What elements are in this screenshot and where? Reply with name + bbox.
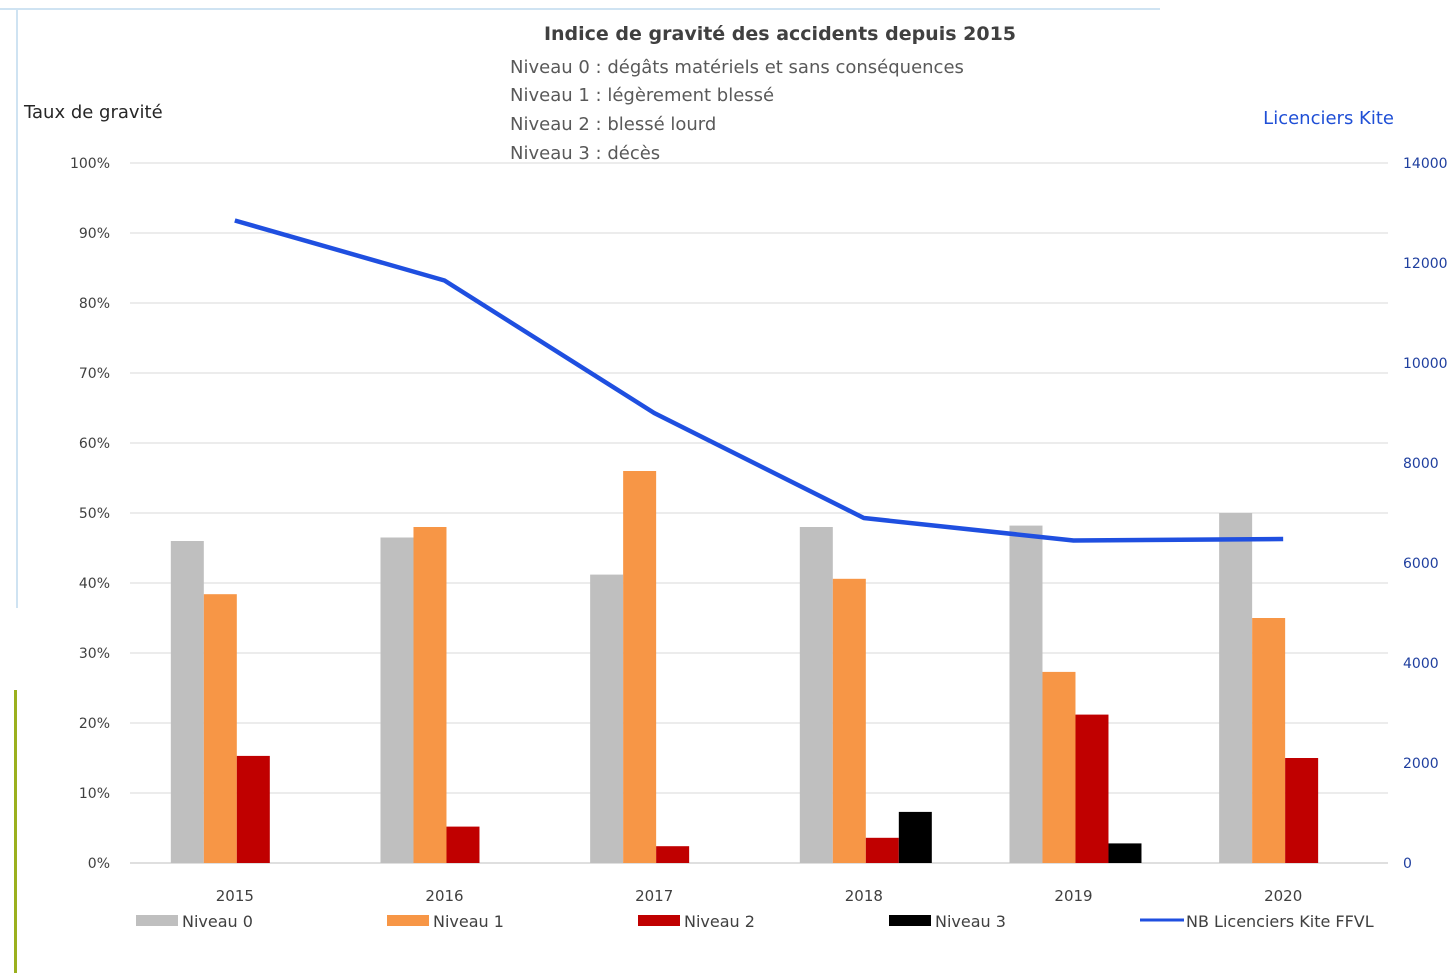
y-axis-title: Taux de gravité	[23, 102, 163, 123]
y-tick-label: 10%	[79, 786, 110, 802]
y-tick-label: 90%	[79, 226, 110, 242]
y-tick-label: 100%	[70, 156, 110, 172]
y-tick-label: 50%	[79, 506, 110, 522]
bar-niveau-1	[203, 594, 237, 863]
gridlines	[130, 162, 1388, 864]
y-tick-label: 20%	[79, 716, 110, 732]
legend-label: NB Licenciers Kite FFVL	[1186, 912, 1374, 931]
legend-swatch	[136, 915, 178, 926]
y2-tick-label: 2000	[1403, 756, 1439, 772]
chart-title: Indice de gravité des accidents depuis 2…	[544, 23, 1016, 45]
legend-item: Niveau 1	[387, 912, 504, 931]
x-tick-label: 2020	[1264, 887, 1302, 905]
y-axis-ticks: 100% 90% 80% 70% 60% 50% 40% 30% 20% 10% 0%	[70, 156, 110, 872]
legend-item: NB Licenciers Kite FFVL	[1140, 912, 1374, 931]
y2-tick-label: 4000	[1403, 656, 1439, 672]
bar-niveau-0	[170, 541, 204, 863]
bar-niveau-2	[236, 755, 270, 863]
legend-label: Niveau 2	[684, 912, 755, 931]
y-tick-label: 70%	[79, 366, 110, 382]
frame-left-border	[16, 8, 18, 608]
y-tick-label: 60%	[79, 436, 110, 452]
subtitle-line-1: Niveau 1 : légèrement blessé	[510, 85, 774, 106]
x-tick-label: 2017	[635, 887, 673, 905]
y2-tick-label: 8000	[1403, 456, 1439, 472]
bars	[170, 471, 1319, 863]
bar-niveau-1	[623, 471, 657, 863]
frame-top-border	[0, 8, 1160, 10]
y-tick-label: 0%	[88, 856, 110, 872]
legend-swatch	[638, 915, 680, 926]
bar-niveau-1	[1252, 618, 1286, 863]
bar-niveau-0	[1219, 513, 1253, 863]
legend-item: Niveau 3	[889, 912, 1006, 931]
bar-niveau-2	[1285, 758, 1319, 863]
licenciers-line	[234, 218, 1284, 543]
bar-niveau-1	[832, 578, 866, 863]
x-axis-ticks: 2015 2016 2017 2018 2019 2020	[216, 887, 1303, 905]
y2-axis-title: Licenciers Kite	[1263, 108, 1394, 129]
legend-item: Niveau 2	[638, 912, 755, 931]
legend-swatch	[889, 915, 931, 926]
legend-label: Niveau 1	[433, 912, 504, 931]
y2-tick-label: 12000	[1403, 256, 1448, 272]
y-tick-label: 40%	[79, 576, 110, 592]
y2-tick-label: 0	[1403, 856, 1412, 872]
bar-niveau-0	[590, 574, 624, 863]
line-series	[234, 218, 1284, 543]
bar-niveau-0	[380, 537, 414, 863]
x-tick-label: 2018	[845, 887, 883, 905]
bar-niveau-2	[446, 826, 480, 863]
y2-axis-ticks: 14000 12000 10000 8000 6000 4000 2000 0	[1403, 156, 1448, 872]
x-tick-label: 2015	[216, 887, 254, 905]
y2-tick-label: 6000	[1403, 556, 1439, 572]
subtitle-line-2: Niveau 2 : blessé lourd	[510, 114, 716, 135]
x-tick-label: 2016	[425, 887, 463, 905]
y2-tick-label: 10000	[1403, 356, 1448, 372]
bar-niveau-2	[656, 846, 690, 863]
y-tick-label: 30%	[79, 646, 110, 662]
bar-niveau-2	[1075, 714, 1109, 863]
legend: Niveau 0 Niveau 1 Niveau 2 Niveau 3 NB Licen…	[136, 912, 1374, 931]
y-tick-label: 80%	[79, 296, 110, 312]
subtitle-line-3: Niveau 3 : décès	[510, 143, 660, 164]
accent-bar	[14, 690, 17, 973]
bar-niveau-1	[413, 527, 447, 863]
x-tick-label: 2019	[1054, 887, 1092, 905]
bar-niveau-0	[799, 527, 833, 863]
bar-niveau-1	[1042, 671, 1076, 863]
bar-niveau-3	[898, 811, 932, 863]
subtitle-line-0: Niveau 0 : dégâts matériels et sans cons…	[510, 57, 964, 78]
legend-swatch	[387, 915, 429, 926]
legend-label: Niveau 3	[935, 912, 1006, 931]
legend-label: Niveau 0	[182, 912, 253, 931]
bar-niveau-3	[1108, 843, 1142, 863]
legend-item: Niveau 0	[136, 912, 253, 931]
bar-niveau-2	[865, 837, 899, 863]
y2-tick-label: 14000	[1403, 156, 1448, 172]
bar-niveau-0	[1009, 525, 1043, 863]
